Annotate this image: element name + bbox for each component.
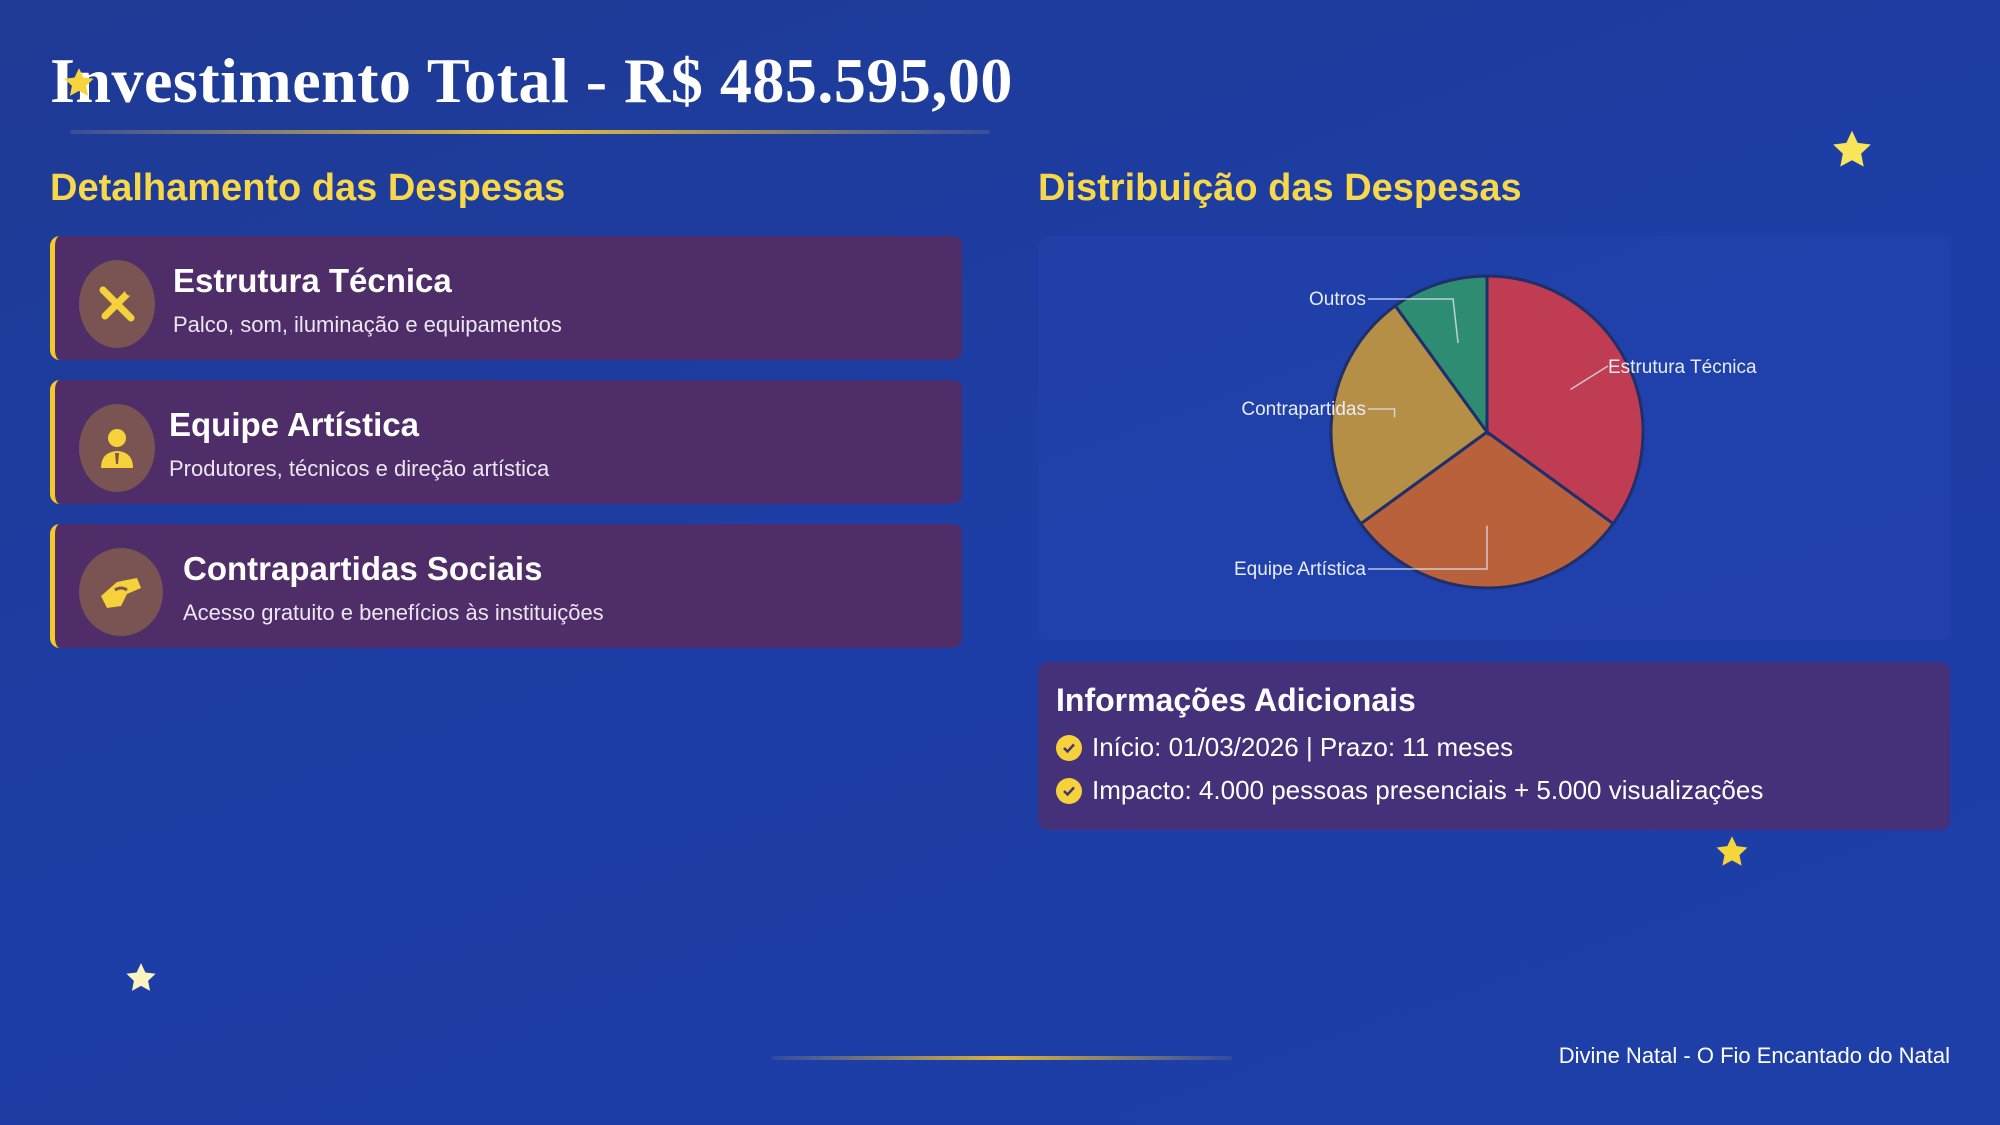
check-circle-icon [1056,777,1082,804]
info-title: Informações Adicionais [1056,682,1416,718]
user-tie-icon [79,404,155,492]
pie-leader-line-2 [1368,408,1396,418]
check-circle-icon [1056,734,1082,761]
pie-leader-line-1 [1368,525,1488,570]
card-description: Palco, som, iluminação e equipamentos [173,312,562,337]
expense-card-contrapartidas: Contrapartidas Sociais Acesso gratuito e… [50,524,962,648]
footer-text: Divine Natal - O Fio Encantado do Natal [1558,1043,1950,1068]
pie-chart: Estrutura Técnica Equipe Artística Contr… [1234,274,1757,590]
pie-label-estrutura: Estrutura Técnica [1608,357,1757,378]
pie-slice-0 [1485,274,1645,526]
handshake-icon [79,548,163,636]
footer-divider [772,1056,1232,1060]
tools-icon [79,260,155,348]
pie-leader-line-0 [1570,365,1609,391]
expense-card-estrutura: Estrutura Técnica Palco, som, iluminação… [50,236,962,360]
card-title: Estrutura Técnica [173,262,452,299]
card-description: Produtores, técnicos e direção artística [169,456,550,481]
card-description: Acesso gratuito e benefícios às institui… [183,600,604,625]
pie-leader-line-3 [1368,298,1459,344]
pie-label-contrapartidas: Contrapartidas [1241,399,1366,420]
card-title: Contrapartidas Sociais [183,550,543,587]
additional-info-box: Informações Adicionais Início: 01/03/202… [1038,662,1950,830]
star-icon [126,963,156,991]
pie-slice-2 [1329,303,1490,526]
expense-card-equipe: Equipe Artística Produtores, técnicos e … [50,380,962,504]
star-icon [1833,130,1871,167]
expenses-detail-heading: Detalhamento das Despesas [50,167,566,209]
star-icon [64,68,94,96]
info-item: Impacto: 4.000 pessoas presenciais + 5.0… [1056,775,1763,806]
pie-label-outros: Outros [1309,289,1366,310]
star-icon [1716,836,1748,866]
pie-slice-1 [1358,430,1616,590]
info-item: Início: 01/03/2026 | Prazo: 11 meses [1056,732,1513,763]
pie-label-equipe: Equipe Artística [1234,559,1366,580]
expenses-distribution-heading: Distribuição das Despesas [1038,167,1522,209]
info-item-text: Impacto: 4.000 pessoas presenciais + 5.0… [1092,775,1764,805]
page-title: Investimento Total - R$ 485.595,00 [50,45,1013,116]
title-divider [70,130,990,134]
card-title: Equipe Artística [169,406,419,443]
pie-slice-3 [1393,274,1489,437]
info-item-text: Início: 01/03/2026 | Prazo: 11 meses [1092,732,1514,762]
